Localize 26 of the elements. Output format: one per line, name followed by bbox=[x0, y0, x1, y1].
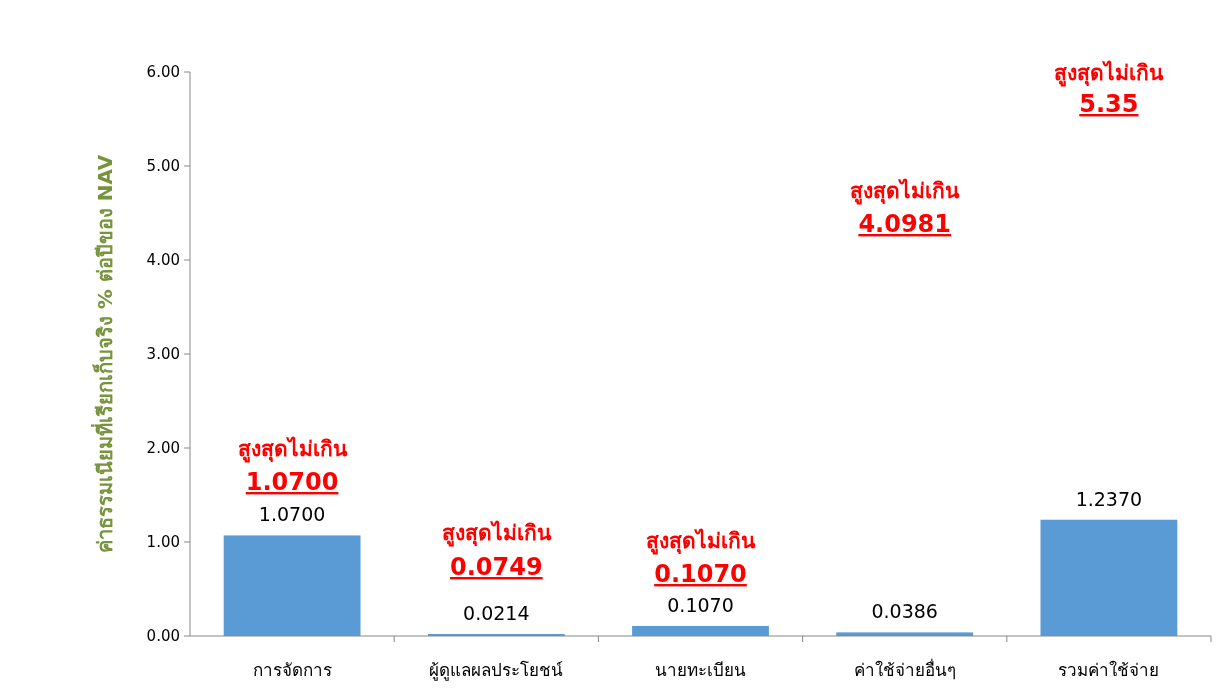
annotation: สูงสุดไม่เกิน 4.0981 bbox=[850, 178, 961, 238]
bar bbox=[223, 535, 361, 636]
annotation: สูงสุดไม่เกิน 0.1070 bbox=[646, 528, 756, 588]
x-tick-label: การจัดการ bbox=[252, 660, 332, 680]
data-label: 0.1070 bbox=[667, 593, 734, 616]
y-tick-label: 6.00 bbox=[146, 63, 180, 82]
data-label: 1.2370 bbox=[1075, 487, 1143, 510]
data-label: 1.0700 bbox=[258, 503, 326, 526]
x-tick-label: ค่าใช้จ่ายอื่นๆ bbox=[853, 658, 956, 680]
y-tick-label: 1.00 bbox=[146, 533, 180, 552]
annotation: สูงสุดไม่เกิน 1.0700 bbox=[237, 436, 348, 496]
annotation: สูงสุดไม่เกิน 0.0749 bbox=[441, 520, 552, 581]
bar bbox=[1040, 519, 1178, 636]
y-axis-title: ค่าธรรมเนียมที่เรียกเก็บจริง % ต่อปีของ NAV bbox=[90, 154, 117, 554]
y-tick-label: 0.00 bbox=[146, 627, 180, 646]
bar bbox=[632, 625, 769, 636]
y-tick-label: 2.00 bbox=[146, 439, 180, 458]
x-tick-label: ผู้ดูแลผลประโยชน์ bbox=[429, 660, 564, 681]
data-label: 0.0214 bbox=[463, 601, 530, 624]
y-tick-label: 3.00 bbox=[146, 345, 180, 364]
x-tick-label: นายทะเบียน bbox=[655, 660, 746, 680]
x-tick-label: รวมค่าใช้จ่าย bbox=[1058, 660, 1160, 680]
data-label: 0.0386 bbox=[871, 600, 938, 623]
y-tick-label: 5.00 bbox=[146, 157, 180, 176]
y-tick-label: 4.00 bbox=[146, 251, 180, 270]
annotation: สูงสุดไม่เกิน 5.35 bbox=[1054, 60, 1165, 118]
